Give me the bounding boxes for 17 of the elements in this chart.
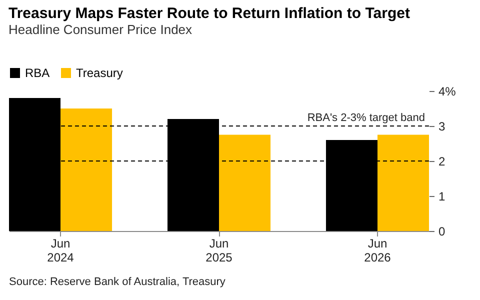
x-tick-label: Jun 2025 xyxy=(206,236,233,264)
y-tick-label: 2 xyxy=(438,154,446,168)
chart-title: Treasury Maps Faster Route to Return Inflation to Target xyxy=(8,5,410,22)
chart-subtitle: Headline Consumer Price Index xyxy=(8,22,193,37)
legend-label: RBA xyxy=(25,66,50,80)
y-tick-label: 1 xyxy=(438,190,446,204)
bar xyxy=(377,134,429,231)
x-tick-label: Jun 2024 xyxy=(47,236,74,264)
y-tick-label: 3 xyxy=(438,120,446,134)
legend-label: Treasury xyxy=(76,66,123,80)
bar xyxy=(219,134,271,231)
y-tick-label: 0 xyxy=(438,224,446,238)
source-note: Source: Reserve Bank of Australia, Treasury xyxy=(9,276,226,288)
bar xyxy=(60,108,112,231)
ref-line-label: RBA's 2-3% target band xyxy=(307,112,425,124)
y-tick-label: 4% xyxy=(438,84,456,98)
x-tick-label: Jun 2026 xyxy=(364,236,392,264)
